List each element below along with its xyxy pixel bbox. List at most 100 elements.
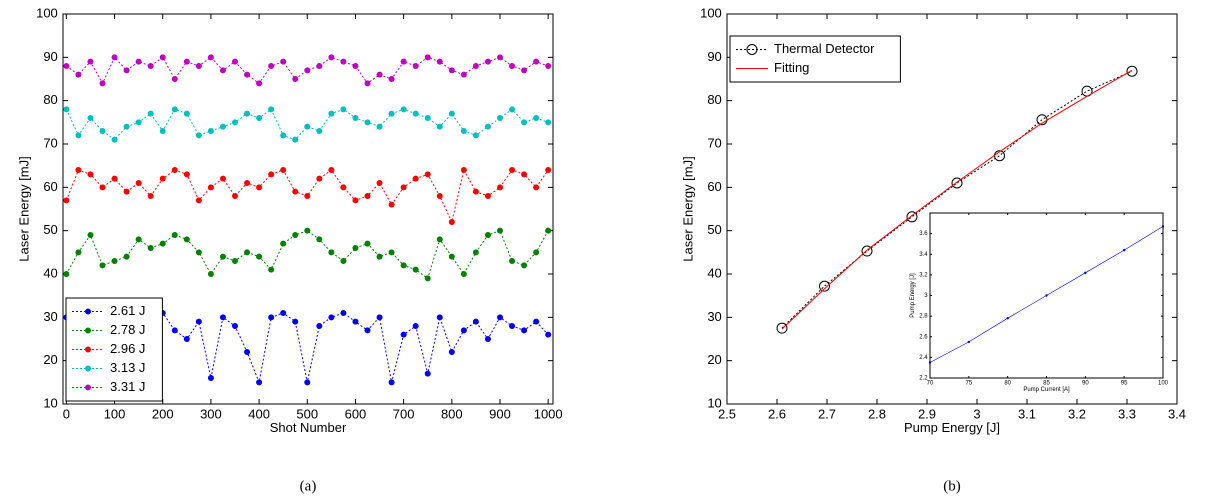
data-point: [268, 171, 275, 178]
data-point: [388, 110, 395, 117]
data-point: [147, 110, 154, 117]
x-tick-label: 95: [1121, 381, 1128, 387]
x-tick-label: 300: [200, 406, 222, 421]
data-point: [244, 249, 251, 256]
x-tick-label: 3.2: [1068, 406, 1086, 421]
data-point: [484, 193, 491, 199]
data-point: [400, 331, 407, 338]
x-tick-label: 80: [1004, 381, 1011, 387]
data-point: [1006, 316, 1009, 320]
data-point: [509, 323, 516, 329]
data-point: [472, 249, 479, 256]
data-point: [219, 314, 226, 321]
data-point: [509, 106, 516, 113]
data-point: [448, 67, 455, 74]
data-point: [340, 58, 347, 65]
data-point: [533, 115, 540, 121]
data-point: [460, 128, 467, 134]
y-tick-label: 100: [700, 5, 722, 20]
x-tick-label: 100: [104, 406, 126, 421]
data-point: [436, 193, 443, 199]
data-point: [183, 336, 190, 342]
data-point: [400, 262, 407, 269]
data-point: [1126, 65, 1138, 77]
data-point: [244, 349, 251, 355]
data-point: [412, 63, 419, 69]
data-point: [328, 167, 335, 173]
legend-marker: [85, 308, 91, 315]
data-point: [545, 227, 552, 234]
x-tick-label: 2.9: [918, 406, 936, 421]
data-point: [183, 171, 190, 178]
data-point: [87, 115, 94, 121]
data-point: [364, 193, 371, 199]
data-point: [147, 193, 154, 199]
data-point: [171, 167, 178, 173]
data-point: [967, 340, 971, 344]
x-tick-label: 500: [296, 406, 318, 421]
x-tick-label: 800: [441, 406, 463, 421]
y-tick-label: 2.4: [919, 355, 928, 361]
data-point: [906, 211, 918, 223]
data-point: [376, 180, 383, 186]
data-point: [268, 106, 275, 113]
data-point: [364, 327, 371, 334]
data-point: [171, 232, 178, 238]
data-point: [219, 67, 226, 74]
x-tick-label: 2.8: [868, 406, 886, 421]
data-point: [951, 177, 963, 189]
data-point: [87, 58, 94, 65]
legend-marker: [85, 346, 91, 353]
data-point: [232, 119, 239, 126]
x-tick-label: 700: [393, 406, 415, 421]
data-point: [304, 227, 311, 234]
x-tick-label: 900: [489, 406, 511, 421]
data-point: [861, 245, 873, 257]
data-point: [448, 219, 455, 225]
y-tick-label: 90: [43, 49, 57, 64]
data-point: [292, 318, 299, 325]
data-point: [256, 184, 263, 191]
x-tick-label: 3: [973, 406, 980, 421]
data-point: [244, 110, 251, 117]
data-point: [340, 106, 347, 113]
data-point: [484, 123, 491, 130]
series-line: [781, 69, 1133, 330]
data-point: [316, 128, 323, 134]
x-axis-label: Pump Energy [J]: [904, 420, 1000, 435]
data-point: [304, 67, 311, 74]
data-point: [448, 349, 455, 355]
data-point: [159, 128, 166, 134]
data-point: [111, 136, 118, 143]
data-point: [207, 375, 214, 381]
y-tick-label: 2.2: [919, 376, 928, 382]
data-point: [280, 240, 287, 247]
data-point: [87, 232, 94, 238]
data-point: [521, 67, 528, 74]
y-tick-label: 40: [707, 265, 721, 280]
y-tick-label: 20: [43, 352, 57, 367]
data-point: [75, 249, 82, 256]
data-point: [316, 175, 323, 182]
data-point: [99, 184, 106, 191]
data-point: [195, 318, 202, 325]
x-tick-label: 2.7: [818, 406, 836, 421]
data-point: [521, 262, 528, 269]
data-point: [533, 318, 540, 325]
legend-box: [65, 297, 163, 402]
data-point: [219, 175, 226, 182]
data-point: [111, 175, 118, 182]
plot-frame: [62, 13, 554, 405]
data-point: [484, 232, 491, 238]
data-point: [376, 123, 383, 130]
data-point: [472, 132, 479, 139]
data-point: [340, 310, 347, 316]
legend-marker: [85, 365, 91, 372]
data-point: [497, 115, 504, 121]
data-point: [232, 58, 239, 65]
data-point: [352, 115, 359, 121]
y-tick-label: 80: [707, 92, 721, 107]
data-point: [244, 71, 251, 78]
plot-frame: [726, 13, 1178, 405]
data-point: [171, 106, 178, 113]
